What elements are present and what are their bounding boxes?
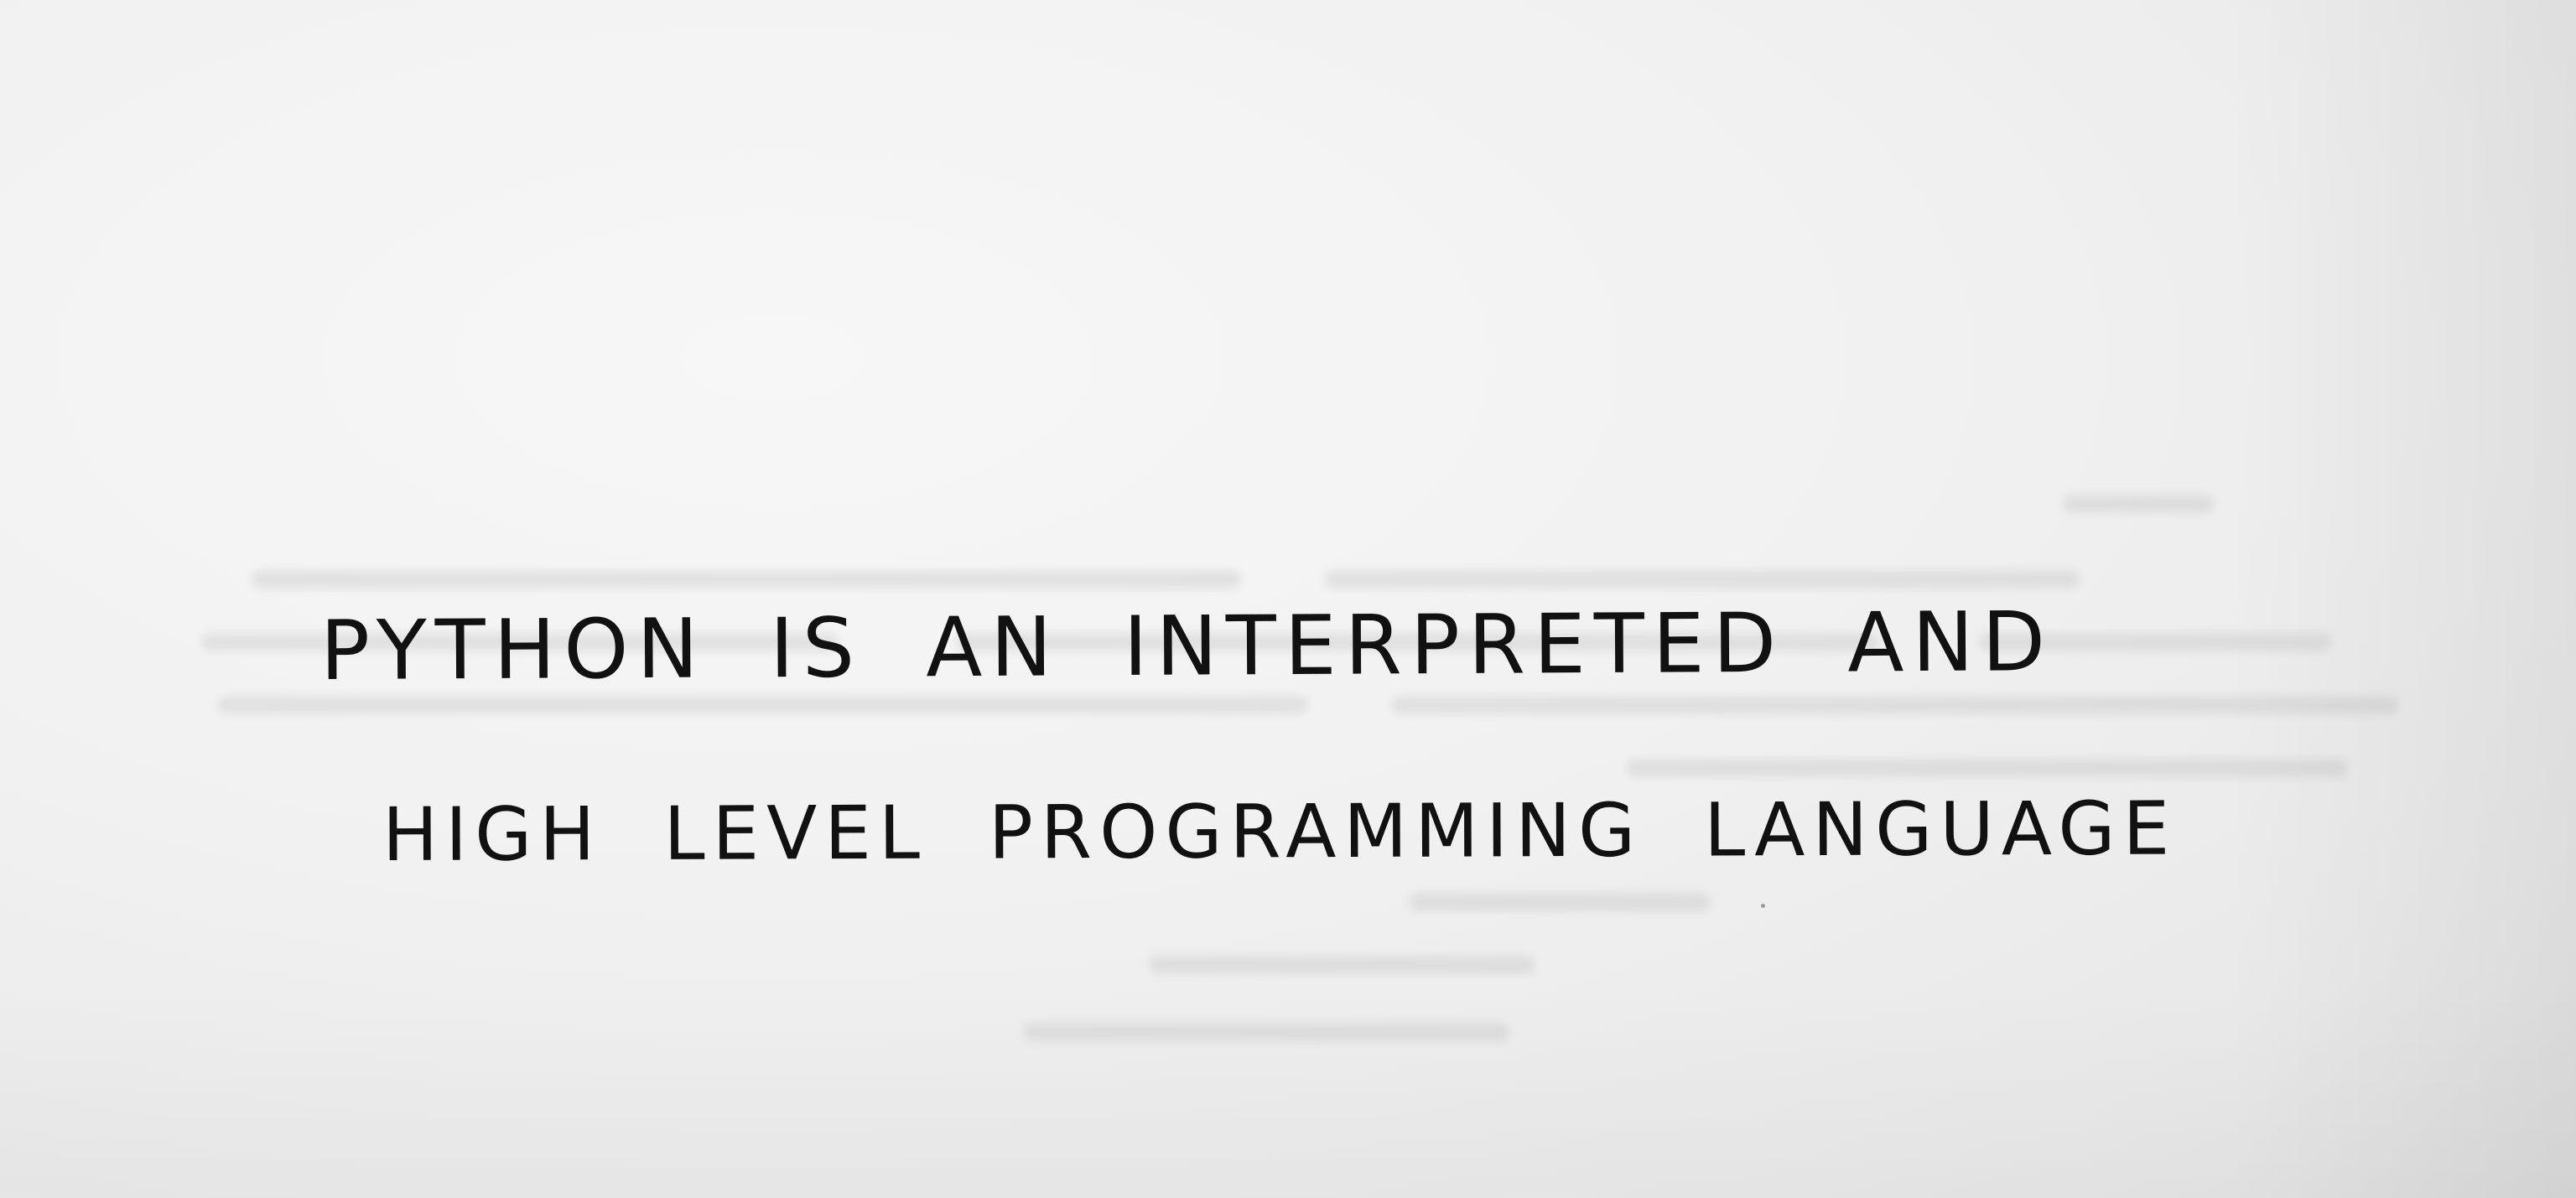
reverse-side-bleed-through [201,495,2432,1174]
handwritten-line-1: Python is an interpreted and [319,594,2054,699]
paper-shadow [2224,0,2576,1198]
pencil-mark [1761,904,1765,908]
paper-shadow-bottom [0,980,2576,1198]
handwritten-line-2: high level programming language [382,785,2178,878]
handwritten-text: Python is an interpreted and high level … [310,578,2197,931]
